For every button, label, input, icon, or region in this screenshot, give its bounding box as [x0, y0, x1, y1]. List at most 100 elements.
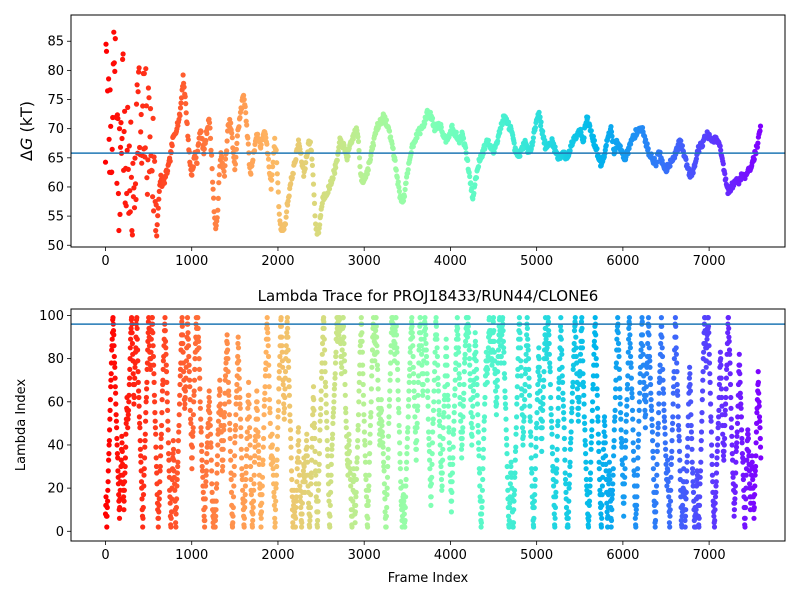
lambda-point	[593, 356, 599, 362]
lambda-point	[255, 429, 261, 435]
lambda-point	[393, 323, 399, 329]
lambda-point	[756, 414, 763, 420]
dg-point	[120, 51, 126, 57]
lambda-point	[236, 358, 242, 364]
lambda-point	[737, 390, 743, 396]
lambda-point	[508, 470, 514, 476]
lambda-point	[190, 429, 196, 435]
lambda-point	[276, 375, 282, 381]
dg-point	[395, 179, 401, 185]
dg-point	[213, 223, 219, 229]
lambda-point	[743, 496, 749, 502]
lambda-point	[199, 468, 206, 474]
lambda-point	[467, 371, 473, 377]
dg-point	[334, 157, 340, 163]
lambda-point	[662, 425, 668, 431]
lambda-point	[586, 498, 593, 504]
lambda-point	[663, 446, 669, 452]
lambda-point	[254, 388, 260, 394]
lambda-point	[204, 451, 210, 457]
lambda-point	[190, 412, 196, 418]
lambda-point	[258, 515, 264, 521]
dg-point	[141, 70, 147, 77]
dg-point	[232, 167, 238, 173]
lambda-point	[518, 373, 524, 379]
dg-point	[154, 233, 160, 239]
lambda-point	[723, 394, 729, 401]
lambda-point	[206, 388, 212, 394]
lambda-point	[431, 388, 437, 394]
lambda-point	[308, 470, 314, 476]
dg-point	[112, 68, 118, 74]
lambda-point	[560, 379, 566, 385]
lambda-point	[166, 457, 172, 463]
lambda-point	[125, 416, 131, 422]
lambda-point	[731, 507, 738, 513]
dg-point	[221, 168, 227, 174]
lambda-point	[468, 410, 474, 416]
lambda-point	[317, 412, 324, 418]
lambda-point	[623, 438, 629, 444]
dg-point	[644, 141, 650, 147]
lambda-point	[406, 397, 412, 403]
lambda-y-tick-label: 100	[39, 309, 64, 324]
dg-point	[144, 191, 150, 197]
lambda-point	[571, 328, 578, 334]
lambda-point	[395, 397, 401, 403]
lambda-point	[180, 340, 186, 347]
dg-point	[128, 174, 134, 180]
lambda-point	[582, 420, 588, 426]
lambda-point	[598, 511, 604, 517]
lambda-point	[565, 515, 571, 521]
lambda-point	[127, 375, 133, 381]
lambda-point	[674, 381, 680, 388]
lambda-point	[250, 504, 256, 511]
dg-point	[251, 148, 258, 154]
lambda-point	[511, 507, 517, 513]
lambda-point	[474, 401, 481, 407]
lambda-point	[531, 515, 537, 521]
lambda-point	[396, 410, 402, 416]
dg-point	[498, 126, 504, 132]
lambda-point	[601, 414, 608, 420]
lambda-point	[555, 422, 561, 429]
lambda-point	[273, 481, 279, 487]
lambda-point	[630, 448, 637, 454]
lambda-point	[616, 347, 622, 353]
dg-point	[286, 193, 292, 199]
lambda-point	[623, 412, 630, 418]
dg-point	[132, 155, 138, 161]
lambda-point	[659, 334, 665, 340]
lambda-point	[673, 334, 679, 340]
dg-point	[438, 124, 444, 130]
lambda-point	[256, 461, 262, 467]
lambda-point	[571, 340, 577, 347]
lambda-point	[122, 479, 128, 485]
lambda-point	[596, 448, 602, 454]
lambda-point	[451, 403, 458, 409]
lambda-point	[562, 457, 568, 463]
lambda-point	[722, 412, 728, 418]
dg-point	[245, 141, 251, 147]
lambda-point	[303, 438, 310, 444]
lambda-point	[109, 347, 115, 353]
dg-x-tick-label: 7000	[693, 254, 726, 269]
lambda-point	[140, 504, 146, 511]
lambda-point	[697, 468, 704, 474]
lambda-point	[185, 330, 191, 336]
lambda-point	[227, 420, 233, 426]
lambda-point	[511, 492, 517, 498]
lambda-point	[425, 388, 431, 394]
lambda-point	[678, 494, 684, 500]
lambda-point	[615, 330, 621, 336]
lambda-point	[142, 444, 148, 450]
dg-point	[149, 168, 155, 174]
lambda-point	[547, 364, 553, 370]
lambda-point	[650, 466, 657, 472]
dg-point	[165, 168, 171, 174]
lambda-point	[301, 463, 307, 470]
lambda-point	[438, 463, 444, 470]
lambda-point	[644, 371, 650, 377]
lambda-point	[362, 453, 368, 459]
dg-point	[132, 181, 139, 187]
